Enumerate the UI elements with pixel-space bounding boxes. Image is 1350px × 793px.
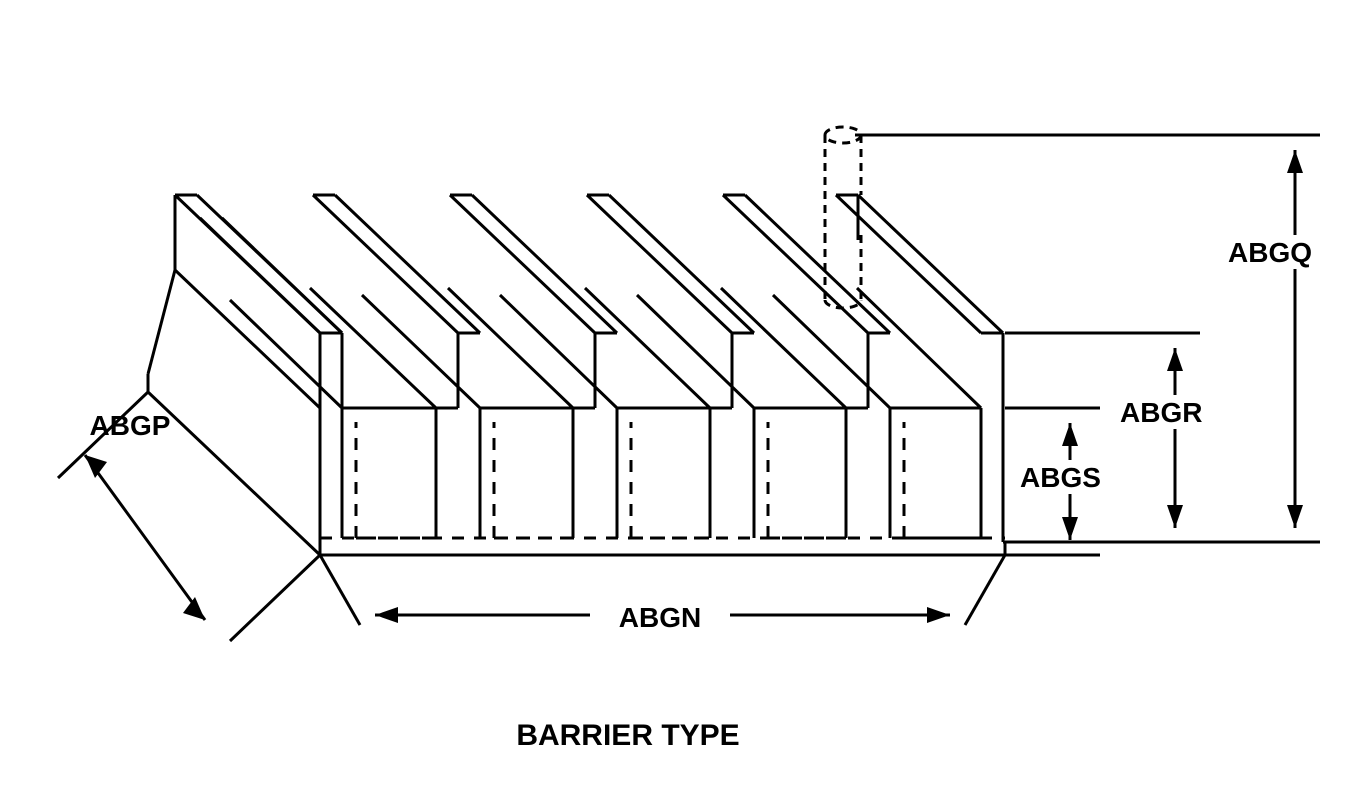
barrier-1-top (175, 195, 342, 408)
block-4 (637, 288, 846, 538)
barrier-4 (587, 195, 754, 408)
barrier-diagram: ABGN ABGP ABGQ ABGQ ABGR ABGS BARRIE (0, 0, 1350, 793)
label-abgr: ABGR (1120, 397, 1202, 428)
label-abgp: ABGP (90, 410, 171, 441)
block-2 (362, 288, 573, 538)
barrier-3 (450, 195, 617, 408)
dimension-abgq: ABGQ ABGQ (1225, 150, 1325, 528)
hidden-pin (825, 127, 861, 308)
dimension-abgr: ABGR (1118, 348, 1218, 528)
barrier-2 (313, 195, 480, 555)
dimension-abgs: ABGS (1018, 423, 1118, 540)
label-abgs: ABGS (1020, 462, 1101, 493)
block-3 (500, 288, 710, 538)
diagram-title: BARRIER TYPE (516, 719, 739, 752)
left-side-face (148, 195, 320, 408)
dimension-abgn: ABGN (320, 555, 1005, 635)
label-abgn: ABGN (619, 602, 701, 633)
barrier-5 (723, 195, 890, 408)
svg-text:ABGQ: ABGQ (1228, 237, 1312, 268)
block-5 (773, 288, 981, 538)
